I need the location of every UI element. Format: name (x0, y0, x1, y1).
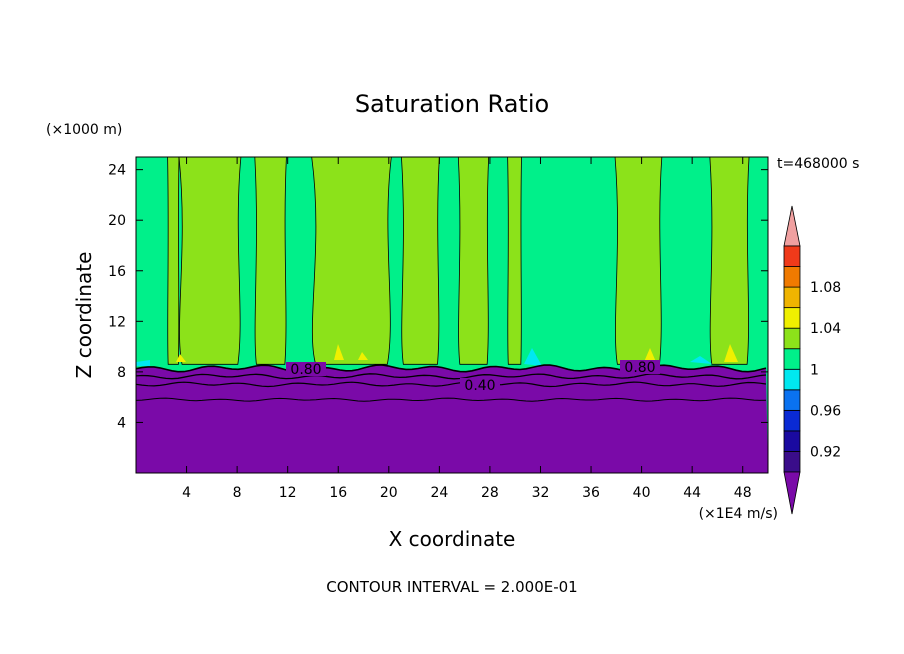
colorbar-under-triangle (783, 471, 801, 515)
colorbar-label: 0.92 (810, 444, 841, 460)
time-label: t=468000 s (777, 156, 859, 172)
colorbar-box (783, 307, 801, 329)
contour-label-3: 0.80 (624, 360, 655, 376)
saturated-column (167, 156, 180, 365)
x-tick-label: 12 (279, 485, 297, 501)
x-axis-ticks: 4 8 12 16 20 24 28 32 36 40 44 48 (182, 157, 752, 501)
colorbar: 1.08 1.04 1 0.96 0.92 (783, 205, 841, 515)
colorbar-boxes (783, 245, 801, 473)
y-tick-label: 20 (108, 213, 126, 229)
contour-label-1: 0.80 (290, 362, 321, 378)
contour-label-bg-1 (286, 362, 326, 376)
chart-title: Saturation Ratio (355, 90, 549, 118)
contour-label-2: 0.40 (464, 378, 495, 394)
x-tick-label: 32 (532, 485, 550, 501)
y-tick-label: 16 (108, 264, 126, 280)
saturated-column (457, 156, 490, 365)
colorbar-labels: 1.08 1.04 1 0.96 0.92 (810, 280, 841, 460)
colorbar-label: 1 (810, 362, 819, 378)
x-tick-label: 48 (734, 485, 752, 501)
contour-label-bg-3 (620, 360, 660, 374)
colorbar-box (783, 430, 801, 452)
dry-layer (136, 365, 768, 473)
y-axis-ticks: 4 8 12 16 20 24 (108, 163, 768, 431)
contour-line-3 (135, 397, 767, 402)
x-tick-label: 24 (430, 485, 448, 501)
saturated-columns (167, 156, 750, 365)
y-units-label: (×1000 m) (46, 122, 122, 138)
x-tick-label: 36 (582, 485, 600, 501)
y-tick-label: 24 (108, 163, 126, 179)
y-axis-title: Z coordinate (72, 252, 96, 379)
y-tick-label: 12 (108, 314, 126, 330)
x-tick-label: 4 (182, 485, 191, 501)
x-tick-label: 28 (481, 485, 499, 501)
colorbar-box (783, 409, 801, 432)
colorbar-box (783, 451, 801, 473)
saturated-column (614, 156, 663, 365)
colorbar-box (783, 266, 801, 288)
x-tick-label: 16 (329, 485, 347, 501)
x-tick-label: 20 (380, 485, 398, 501)
colorbar-box (783, 245, 801, 267)
y-tick-label: 8 (117, 365, 126, 381)
contour-interval-footer: CONTOUR INTERVAL = 2.000E-01 (326, 578, 577, 596)
colorbar-label: 1.04 (810, 321, 841, 337)
saturated-column (311, 156, 392, 365)
y-tick-label: 4 (117, 415, 126, 431)
saturated-column (254, 156, 287, 365)
contour-label-bg-2 (460, 378, 500, 392)
plot-frame (135, 156, 769, 474)
contour-line-2 (135, 381, 767, 388)
colorbar-box (783, 327, 801, 350)
contour-line-1 (135, 373, 767, 380)
saturated-column (401, 156, 440, 365)
colorbar-box (783, 389, 801, 411)
saturated-column (709, 156, 750, 365)
x-tick-label: 8 (233, 485, 242, 501)
colorbar-label: 0.96 (810, 403, 841, 419)
x-units-label: (×1E4 m/s) (699, 506, 778, 522)
colorbar-box (783, 286, 801, 309)
colorbar-box (783, 368, 801, 391)
saturated-column (178, 156, 242, 365)
plot-area: 0.80 0.40 0.80 (135, 156, 769, 474)
colorbar-over-triangle (783, 205, 801, 247)
x-axis-title: X coordinate (389, 527, 516, 551)
x-tick-label: 44 (683, 485, 701, 501)
x-tick-label: 40 (633, 485, 651, 501)
saturated-column (507, 156, 522, 365)
dry-layer-top-contour (135, 364, 767, 373)
colorbar-label: 1.08 (810, 280, 841, 296)
colorbar-box (783, 348, 801, 370)
